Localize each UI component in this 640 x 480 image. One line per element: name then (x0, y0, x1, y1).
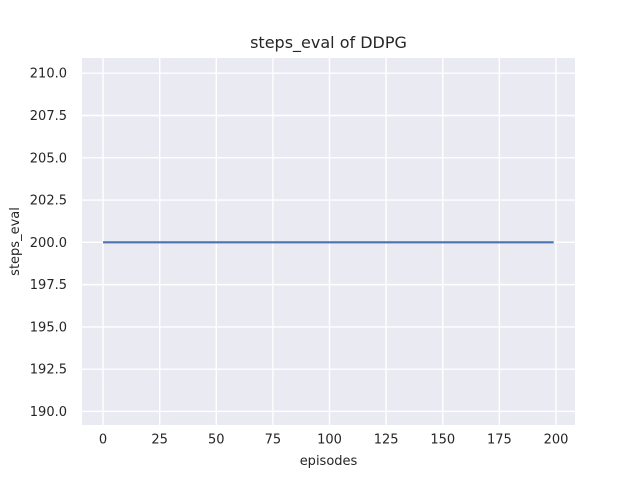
y-tick-label: 207.5 (30, 109, 67, 124)
y-tick-label: 205.0 (30, 151, 67, 166)
y-tick-label: 210.0 (30, 67, 67, 82)
y-tick-label: 197.5 (30, 278, 67, 293)
x-tick-label: 75 (265, 433, 282, 448)
chart-title: steps_eval of DDPG (250, 33, 407, 53)
x-axis-label: episodes (300, 454, 358, 469)
plot-layer: 0 25 50 75 100 125 150 175 200 190.0 192.5 195.0 197… (30, 58, 575, 448)
y-tick-label: 190.0 (30, 405, 67, 420)
x-tick-label: 150 (430, 433, 455, 448)
x-tick-label: 200 (544, 433, 569, 448)
x-tick-label: 25 (151, 433, 168, 448)
y-tick-label: 200.0 (30, 236, 67, 251)
x-tick-label: 50 (208, 433, 225, 448)
y-tick-label: 195.0 (30, 320, 67, 335)
y-tick-label: 192.5 (30, 363, 67, 378)
x-tick-label: 175 (487, 433, 512, 448)
y-tick-label: 202.5 (30, 194, 67, 209)
x-tick-label: 100 (317, 433, 342, 448)
y-axis-label: steps_eval (8, 207, 23, 276)
x-tick-label: 125 (374, 433, 399, 448)
x-tick-label: 0 (99, 433, 107, 448)
